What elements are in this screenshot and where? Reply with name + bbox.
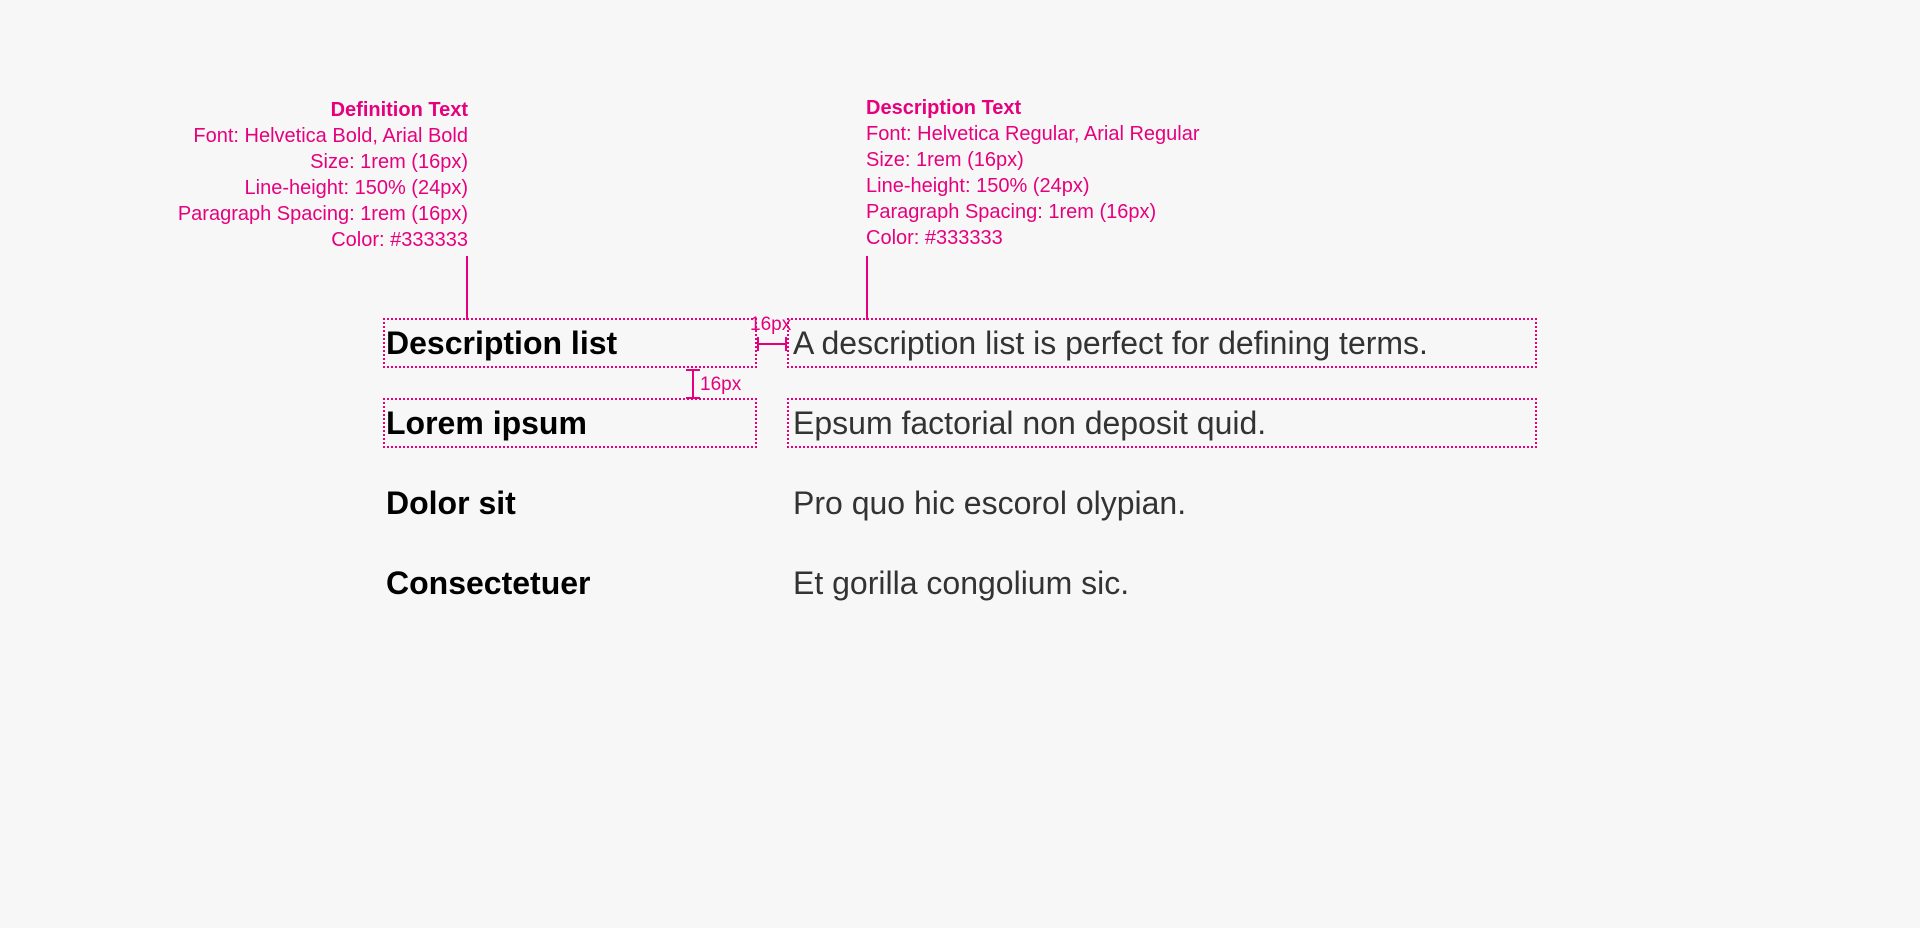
description-annotation-line-height: Line-height: 150% (24px) — [866, 175, 1090, 197]
definition-annotation-color: Color: #333333 — [331, 229, 468, 251]
definition-description: A description list is perfect for defini… — [787, 318, 1537, 368]
vertical-spacing-label: 16px — [700, 374, 742, 395]
definition-term: Lorem ipsum — [383, 398, 757, 448]
definition-description: Epsum factorial non deposit quid. — [787, 398, 1537, 448]
definition-description: Et gorilla congolium sic. — [793, 565, 1130, 601]
description-annotation-font: Font: Helvetica Regular, Arial Regular — [866, 123, 1200, 145]
description-annotation-size: Size: 1rem (16px) — [866, 149, 1024, 171]
horizontal-spacing-label: 16px — [750, 314, 792, 335]
description-annotation-color: Color: #333333 — [866, 227, 1003, 249]
description-leader-line — [866, 256, 868, 320]
description-annotation-paragraph-spacing: Paragraph Spacing: 1rem (16px) — [866, 201, 1157, 223]
horizontal-spacing-indicator — [757, 337, 787, 351]
description-text-annotation: Description Text Font: Helvetica Regular… — [866, 95, 1200, 251]
definition-annotation-title: Definition Text — [330, 99, 468, 121]
definition-annotation-size: Size: 1rem (16px) — [310, 151, 468, 173]
definition-leader-line — [466, 256, 468, 320]
definition-annotation-font: Font: Helvetica Bold, Arial Bold — [193, 125, 468, 147]
definition-term: Consectetuer — [386, 565, 591, 601]
definition-text-annotation: Definition Text Font: Helvetica Bold, Ar… — [178, 97, 468, 253]
definition-description: Pro quo hic escorol olypian. — [793, 485, 1187, 521]
vertical-spacing-indicator — [686, 369, 700, 399]
definition-annotation-paragraph-spacing: Paragraph Spacing: 1rem (16px) — [177, 203, 468, 225]
definition-term: Description list — [383, 318, 757, 368]
description-annotation-title: Description Text — [866, 97, 1022, 119]
definition-annotation-line-height: Line-height: 150% (24px) — [244, 177, 468, 199]
definition-term: Dolor sit — [386, 485, 516, 521]
